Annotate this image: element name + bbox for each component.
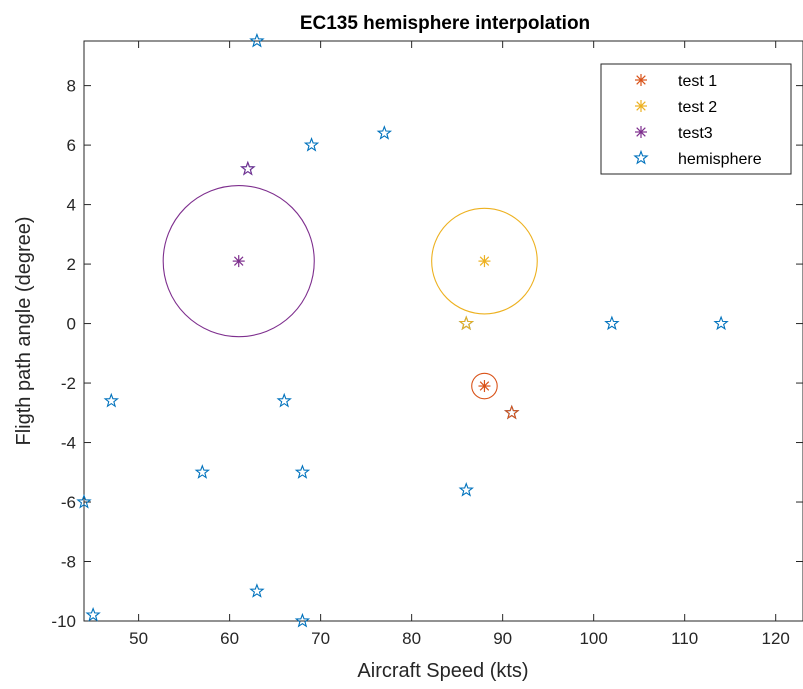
radius-circle	[431, 207, 538, 315]
axis-ticks: 50 60 70 80 90 100 110 120 -10 -8 -6 -4 -2 0 2 4 6 8	[51, 41, 803, 648]
y-axis-label: Fligth path angle (degree)	[13, 216, 35, 445]
star-point	[103, 392, 120, 408]
x-tick-label: 70	[311, 629, 330, 648]
legend-marker	[635, 100, 647, 112]
x-tick-label: 120	[762, 629, 790, 648]
star-point	[376, 125, 393, 140]
highlighted-star-point	[504, 404, 520, 420]
star-point	[604, 315, 620, 331]
x-tick-label: 60	[220, 629, 239, 648]
y-tick-label: 8	[67, 77, 76, 96]
star-point	[194, 464, 211, 479]
data-points	[76, 32, 729, 628]
star-point	[249, 583, 265, 598]
radius-circles	[162, 185, 538, 400]
star-point	[249, 32, 265, 48]
y-tick-label: -4	[61, 434, 76, 453]
y-tick-label: 0	[67, 315, 76, 334]
x-tick-label: 100	[579, 629, 607, 648]
x-tick-label: 110	[671, 629, 698, 648]
x-tick-label: 80	[402, 629, 421, 648]
y-tick-label: -8	[61, 553, 76, 572]
y-tick-label: -10	[51, 612, 76, 631]
star-point	[85, 606, 101, 622]
y-tick-label: -6	[61, 493, 76, 512]
legend-marker	[635, 74, 647, 86]
x-tick-label: 50	[129, 629, 148, 648]
star-point	[458, 482, 474, 497]
y-tick-label: -2	[61, 374, 76, 393]
star-point	[294, 612, 311, 628]
legend-label: test 1	[678, 73, 717, 90]
star-point	[276, 392, 292, 408]
y-tick-label: 6	[67, 136, 76, 155]
legend-label: hemisphere	[678, 151, 762, 168]
star-point	[303, 137, 320, 152]
legend-box	[600, 63, 792, 175]
y-tick-label: 4	[67, 196, 76, 215]
chart-title: EC135 hemisphere interpolation	[300, 13, 590, 34]
y-tick-label: 2	[67, 255, 76, 274]
star-point	[713, 315, 729, 331]
highlighted-star-point	[240, 160, 256, 176]
legend-label: test3	[678, 125, 713, 142]
x-tick-label: 90	[493, 629, 512, 648]
asterisk-point	[478, 380, 491, 393]
highlighted-star-point	[458, 315, 474, 331]
legend-label: test 2	[678, 99, 717, 116]
legend: test 1 test 2 test3 hemisphere	[600, 63, 792, 175]
legend-marker	[633, 149, 649, 165]
star-point	[294, 464, 311, 479]
asterisk-point	[478, 255, 491, 268]
asterisk-point	[232, 255, 245, 268]
star-point	[76, 493, 92, 509]
legend-marker	[635, 126, 647, 138]
radius-circle	[471, 372, 498, 400]
radius-circle	[162, 185, 315, 338]
x-axis-label: Aircraft Speed (kts)	[357, 660, 528, 682]
